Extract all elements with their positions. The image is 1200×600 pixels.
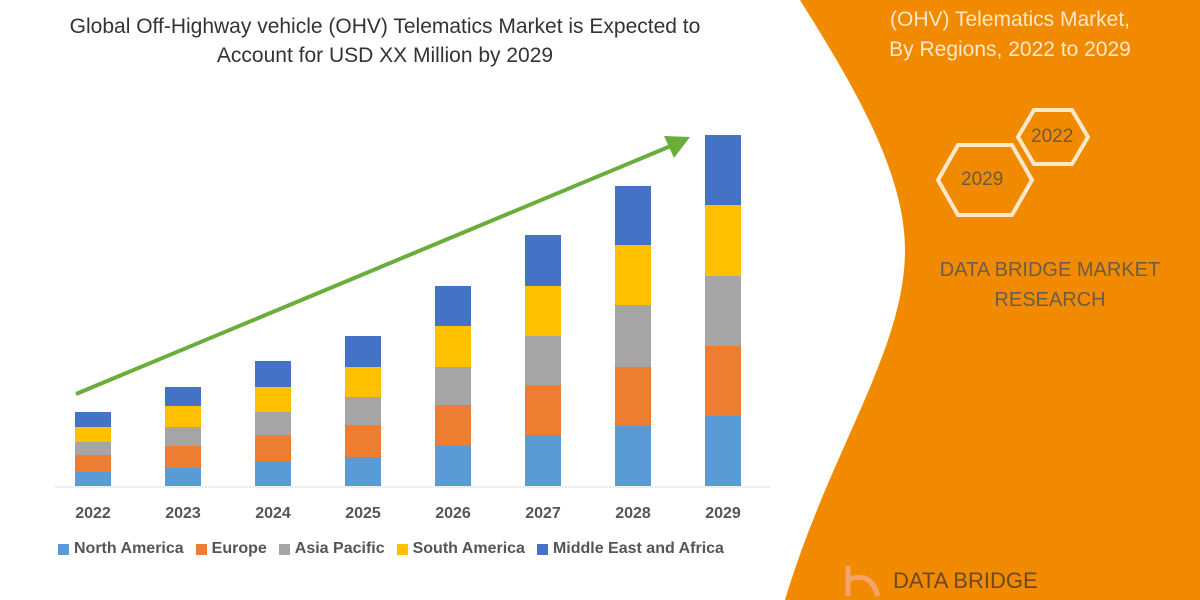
bar-segment-europe [255,435,291,461]
bar-segment-asia-pacific [75,442,111,455]
bar-segment-south-america [255,387,291,412]
bar-segment-south-america [435,326,471,367]
bar-segment-middle-east-and-africa [75,412,111,427]
brand-text: DATA BRIDGE MARKET RESEARCH [900,255,1200,315]
bar-segment-north-america [75,472,111,486]
stacked-bar-chart: 2022 2023 2024 2025 2026 2027 2028 2029 [55,135,770,522]
bar-segment-south-america [165,406,201,427]
x-tick-label: 2027 [525,505,561,522]
legend-label: North America [74,540,184,557]
bar-segment-middle-east-and-africa [615,186,651,245]
bar-segment-north-america [165,468,201,486]
bar-segment-europe [75,455,111,472]
bar-segment-south-america [345,367,381,397]
bar-segment-asia-pacific [615,305,651,367]
orange-side-panel [785,0,1200,600]
legend-item: Europe [195,540,267,558]
legend-label: Europe [211,540,267,557]
bar-segment-europe [165,446,201,468]
legend-swatch [58,543,69,555]
x-tick-label: 2028 [615,505,651,522]
hex-label-2029: 2029 [961,169,1004,190]
bar-segment-europe [705,346,741,416]
chart-title: Global Off-Highway vehicle (OHV) Telemat… [69,15,701,67]
brand-line: DATA BRIDGE MARKET [939,259,1161,281]
x-tick-label: 2026 [435,505,471,522]
bar-segment-middle-east-and-africa [165,387,201,406]
legend: North America Europe Asia Pacific South … [58,540,724,558]
bar-segment-north-america [615,426,651,486]
bar-segment-south-america [615,245,651,305]
x-tick-label: 2022 [75,505,111,522]
legend-label: Asia Pacific [294,540,385,557]
bar-segment-asia-pacific [255,412,291,435]
brand-line: RESEARCH [994,289,1106,311]
bar-segment-middle-east-and-africa [705,135,741,205]
bar-segment-north-america [345,457,381,486]
hexagon-2022 [1015,108,1091,166]
legend-label: Middle East and Africa [552,540,724,557]
bar-segment-north-america [435,446,471,486]
x-tick-label: 2025 [345,505,381,522]
bar-segment-south-america [705,205,741,276]
legend-item: South America [396,540,525,558]
bar-segment-europe [345,425,381,457]
bar-segment-south-america [525,286,561,336]
x-tick-label: 2023 [165,505,201,522]
bar-segment-asia-pacific [525,336,561,385]
bar-segment-asia-pacific [165,427,201,446]
bar-segment-north-america [255,461,291,486]
bar-segment-europe [525,385,561,435]
bar-segment-asia-pacific [345,397,381,425]
bar-segment-asia-pacific [705,276,741,346]
side-title-line: By Regions, 2022 to 2029 [889,38,1131,61]
bar-segment-north-america [525,435,561,486]
legend-swatch [536,543,548,555]
bar-segment-middle-east-and-africa [255,361,291,387]
legend-item: Asia Pacific [278,540,385,558]
legend-swatch [195,543,207,555]
bar-segment-middle-east-and-africa [345,336,381,367]
bar-segment-europe [435,405,471,446]
side-title-line: (OHV) Telematics Market, [890,8,1130,31]
legend-swatch [396,543,408,555]
bar-segment-asia-pacific [435,367,471,405]
logo-icon [845,566,881,597]
bar-segment-south-america [75,427,111,442]
bar-segment-europe [615,367,651,426]
bar-segment-north-america [705,416,741,486]
x-tick-label: 2024 [255,505,291,522]
legend-label: South America [412,540,525,557]
legend-swatch [278,543,290,555]
side-panel-title: (OHV) Telematics Market, By Regions, 202… [840,5,1180,65]
legend-item: North America [58,540,184,558]
x-tick-label: 2029 [705,505,741,522]
legend-item: Middle East and Africa [536,540,724,558]
trend-arrow-head [664,136,690,158]
bar-segment-middle-east-and-africa [525,235,561,286]
trend-arrow-line [75,141,679,396]
hexagon-2029 [935,143,1035,217]
bar-segment-middle-east-and-africa [435,286,471,326]
logo-text: DATA BRIDGE [893,568,1038,593]
hex-label-2022: 2022 [1031,126,1074,147]
